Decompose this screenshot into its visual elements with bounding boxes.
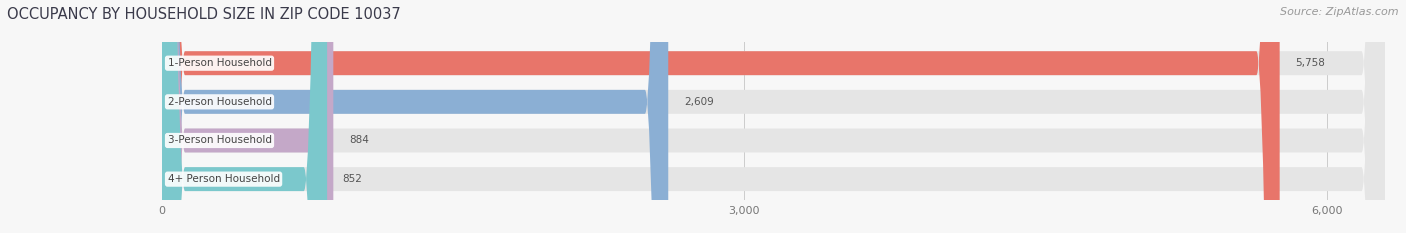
Text: 3-Person Household: 3-Person Household — [167, 135, 271, 145]
Text: 2,609: 2,609 — [683, 97, 713, 107]
Text: Source: ZipAtlas.com: Source: ZipAtlas.com — [1281, 7, 1399, 17]
Text: 852: 852 — [343, 174, 363, 184]
FancyBboxPatch shape — [162, 0, 1385, 233]
FancyBboxPatch shape — [162, 0, 1385, 233]
FancyBboxPatch shape — [162, 0, 668, 233]
Text: 4+ Person Household: 4+ Person Household — [167, 174, 280, 184]
Text: OCCUPANCY BY HOUSEHOLD SIZE IN ZIP CODE 10037: OCCUPANCY BY HOUSEHOLD SIZE IN ZIP CODE … — [7, 7, 401, 22]
FancyBboxPatch shape — [162, 0, 1385, 233]
FancyBboxPatch shape — [162, 0, 328, 233]
Text: 884: 884 — [349, 135, 368, 145]
FancyBboxPatch shape — [162, 0, 333, 233]
Text: 2-Person Household: 2-Person Household — [167, 97, 271, 107]
FancyBboxPatch shape — [162, 0, 1385, 233]
Text: 1-Person Household: 1-Person Household — [167, 58, 271, 68]
Text: 5,758: 5,758 — [1295, 58, 1324, 68]
FancyBboxPatch shape — [162, 0, 1279, 233]
